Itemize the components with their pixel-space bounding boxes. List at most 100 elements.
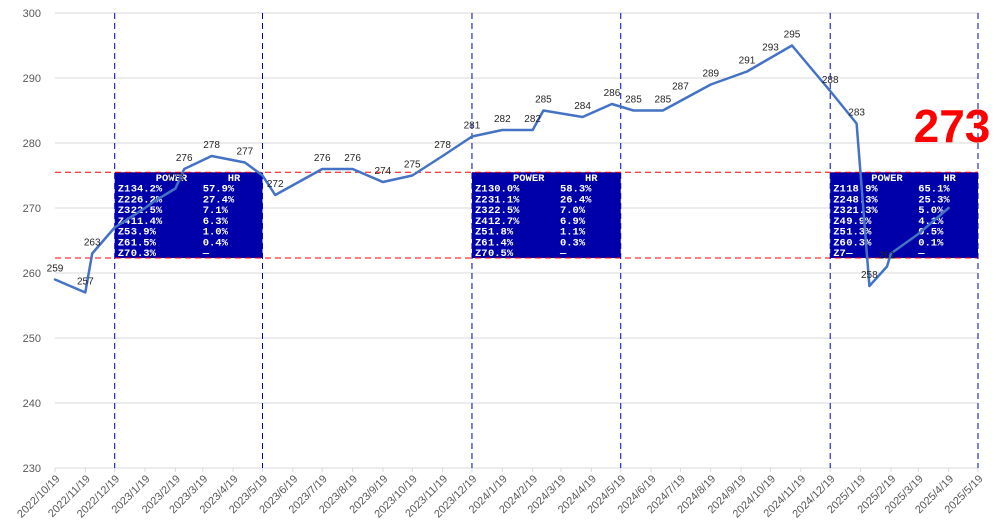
data-label: 281 xyxy=(464,121,481,132)
y-tick-label: 250 xyxy=(23,333,41,345)
zone-hr-value: 6.3% xyxy=(203,216,229,228)
zone-hr-value: 58.3% xyxy=(560,184,592,196)
zone-name: Z5 xyxy=(475,227,488,239)
y-tick-label: 300 xyxy=(23,8,41,20)
zone-name: Z5 xyxy=(118,227,131,239)
data-label: 286 xyxy=(604,88,621,99)
zone-power-value: 1.4% xyxy=(488,237,514,249)
zone-hr-value: 5.0% xyxy=(918,205,944,217)
zone-power-value: 30.0% xyxy=(488,184,520,196)
zone-hr-value: 25.3% xyxy=(918,194,950,206)
data-label: 283 xyxy=(848,108,865,119)
data-label: 278 xyxy=(203,140,220,151)
zone-name: Z2 xyxy=(833,194,846,206)
zone-name: Z6 xyxy=(475,237,488,249)
zone-hr-value: 27.4% xyxy=(203,194,235,206)
zone-hr-value: 7.0% xyxy=(560,205,586,217)
data-label: 285 xyxy=(535,95,552,106)
zone-hr-value: 6.9% xyxy=(560,216,586,228)
data-label: 285 xyxy=(654,95,671,106)
zone-name: Z4 xyxy=(475,216,488,228)
data-label: 288 xyxy=(822,75,839,86)
zone-power-value: 0.3% xyxy=(131,248,157,260)
zone-table: POWER HR Z1 30.0% 58.3% Z2 31.1% 26.4% Z3 22.5% 7.… xyxy=(471,172,621,260)
zone-header-hr: HR xyxy=(943,173,956,185)
data-label: 282 xyxy=(524,114,541,125)
zone-name: Z3 xyxy=(833,205,846,217)
zone-name: Z5 xyxy=(833,227,846,239)
series-layer xyxy=(53,44,950,294)
y-tick-label: 240 xyxy=(23,398,41,410)
data-label: 276 xyxy=(344,153,361,164)
zone-power-value: 3.9% xyxy=(131,227,157,239)
zone-table-background xyxy=(471,172,621,259)
zone-header-power: POWER xyxy=(513,173,545,185)
y-tick-label: 280 xyxy=(23,138,41,150)
zone-power-value: 26.2% xyxy=(131,194,163,206)
zone-power-value: 34.2% xyxy=(131,184,163,196)
zone-hr-value: 7.1% xyxy=(203,205,229,217)
zone-header-power: POWER xyxy=(871,173,903,185)
zone-table-background xyxy=(114,172,263,259)
data-labels: 259 257 263 273 276 278 277 272 276 276 274 275 278 2… xyxy=(47,30,896,288)
zone-header-hr: HR xyxy=(228,173,241,185)
zone-name: Z7 xyxy=(833,248,846,260)
data-label: 257 xyxy=(77,277,94,288)
zone-name: Z1 xyxy=(833,184,846,196)
zone-name: Z4 xyxy=(833,216,846,228)
zone-power-value: 31.1% xyxy=(488,194,520,206)
y-tick-label: 230 xyxy=(23,463,41,475)
data-label: 272 xyxy=(267,179,284,190)
zone-hr-value: 26.4% xyxy=(560,194,592,206)
zone-power-value: 11.4% xyxy=(131,216,163,228)
zone-hr-value: — xyxy=(559,248,567,260)
data-label: 277 xyxy=(237,147,254,158)
y-tick-label: 260 xyxy=(23,268,41,280)
data-label: 293 xyxy=(762,43,779,54)
data-label: 258 xyxy=(861,270,878,281)
data-label: 282 xyxy=(494,114,511,125)
zone-name: Z7 xyxy=(118,248,131,260)
y-tick-label: 270 xyxy=(23,203,41,215)
zone-name: Z6 xyxy=(833,237,846,249)
zone-name: Z1 xyxy=(118,184,131,196)
zone-power-value: 1.8% xyxy=(488,227,514,239)
zone-hr-value: — xyxy=(202,248,210,260)
data-label: 273 xyxy=(167,173,184,184)
zone-hr-value: 65.1% xyxy=(918,184,950,196)
data-label: 275 xyxy=(404,160,421,171)
data-label: 276 xyxy=(314,153,331,164)
zone-hr-value: 0.3% xyxy=(560,237,586,249)
zone-header-hr: HR xyxy=(585,173,598,185)
zone-power-value: — xyxy=(845,248,853,260)
zone-hr-value: 1.0% xyxy=(203,227,229,239)
zone-hr-value: 57.9% xyxy=(203,184,235,196)
data-label: 276 xyxy=(176,153,193,164)
data-label: 261 xyxy=(879,251,896,262)
data-label: 259 xyxy=(47,264,64,275)
zone-name: Z1 xyxy=(475,184,488,196)
data-label: 284 xyxy=(574,101,591,112)
series-line xyxy=(53,44,950,294)
zone-name: Z7 xyxy=(475,248,488,260)
zone-name: Z3 xyxy=(118,205,131,217)
red-reference-lines xyxy=(55,171,978,259)
zone-hr-value: — xyxy=(917,248,925,260)
y-axis-tick-labels: 230 240 250 260 270 280 290 300 xyxy=(23,8,41,475)
data-label: 274 xyxy=(375,166,392,177)
zone-power-value: 1.5% xyxy=(131,237,157,249)
data-label: 287 xyxy=(672,82,689,93)
data-label: 263 xyxy=(84,238,101,249)
zone-name: Z3 xyxy=(475,205,488,217)
zone-name: Z2 xyxy=(475,194,488,206)
data-label: 278 xyxy=(434,140,451,151)
x-axis-tick-labels: 2022/10/192022/11/192022/12/192023/1/192… xyxy=(15,473,985,520)
data-label: 285 xyxy=(625,95,642,106)
zone-name: Z6 xyxy=(118,237,131,249)
data-label: 289 xyxy=(702,69,719,80)
highlight-value: 273 xyxy=(914,100,991,152)
